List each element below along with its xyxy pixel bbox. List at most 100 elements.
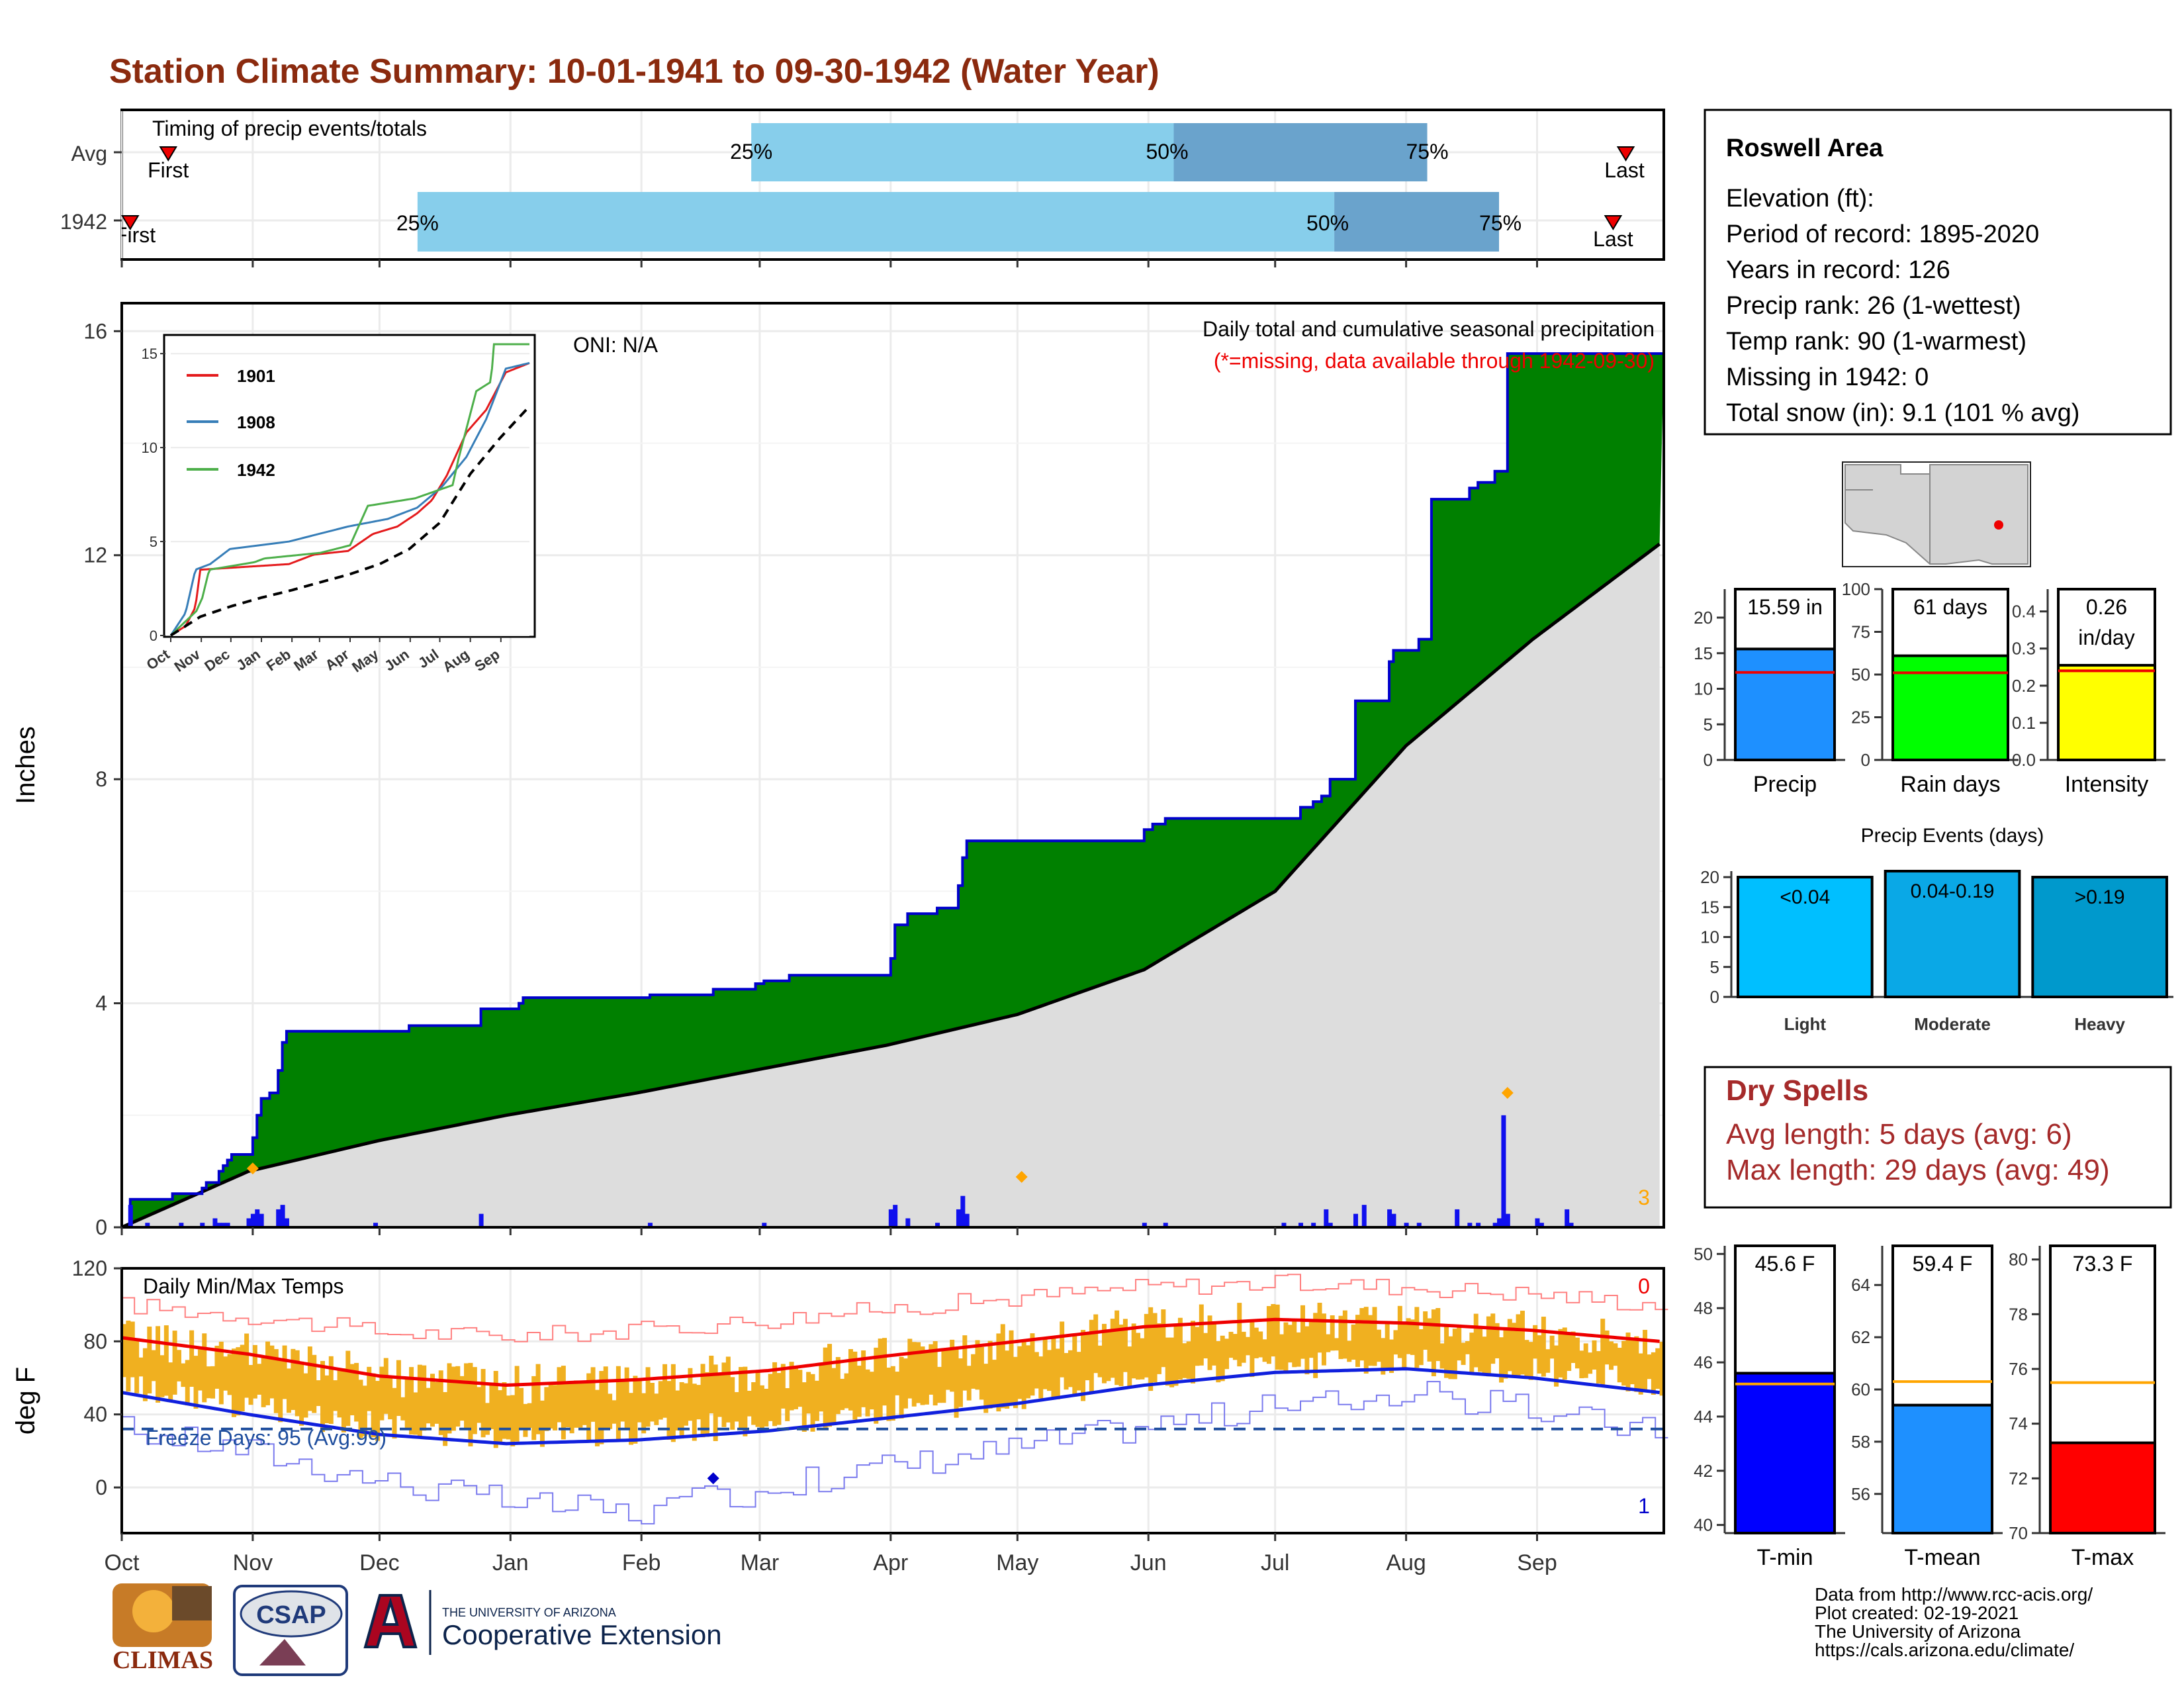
daily-temp-bar [1203,1333,1208,1359]
daily-precip-bar [255,1209,260,1227]
daily-temp-bar [1144,1313,1149,1378]
ua-bottom-text: Cooperative Extension [442,1619,722,1650]
mountain-icon [259,1639,306,1665]
temp-top-count: 0 [1638,1274,1650,1298]
precip-ytick-label: 0 [95,1215,107,1239]
daily-temp-bar [924,1350,929,1405]
daily-temp-bar [747,1391,752,1417]
daily-temp-bar [1191,1321,1196,1383]
locator-map [1842,461,2031,567]
daily-temp-bar [1106,1330,1111,1382]
daily-temp-bar [202,1333,207,1403]
normal-cumulative-area [122,543,1660,1227]
daily-temp-bar [349,1364,355,1415]
daily-temp-bar [455,1366,461,1427]
summary-ytick-label: 76 [2009,1359,2028,1379]
observed-cumulative-line [122,352,1664,1229]
station-line: Precip rank: 26 (1-wettest) [1726,292,2021,320]
daily-temp-bar [1122,1319,1128,1372]
temp-bottom-count: 1 [1638,1494,1650,1518]
oni-label: ONI: N/A [573,333,659,357]
summary-bar [1891,1403,1993,1534]
daily-temp-bar [1372,1307,1377,1366]
normal-low-line [121,1367,1660,1446]
daily-temp-bar [1659,1341,1664,1396]
summary-ytick-label: 0 [1861,750,1870,770]
timing-bar-lower [417,192,1335,252]
daily-temp-bar [569,1383,574,1434]
credit-line: Plot created: 02-19-2021 [1815,1603,2019,1623]
daily-precip-bar [1467,1223,1473,1227]
temp-panel: 0 40 80 120 Oct Nov Dec Jan Feb Mar Apr May Jun Jul A… [11,1256,1668,1575]
daily-temp-bar [996,1333,1001,1412]
daily-temp-bar [615,1366,621,1440]
daily-temp-bar [1634,1336,1639,1392]
summary-ytick-label: 56 [1851,1484,1870,1504]
daily-temp-bar [1000,1324,1005,1409]
daily-precip-bar [179,1223,184,1227]
daily-temp-bar [345,1350,351,1427]
month-label: Oct [105,1550,140,1575]
temp-ytick-label: 0 [95,1476,107,1499]
month-label: Sep [1517,1550,1557,1575]
climas-logo-sun [132,1590,175,1632]
precip-event-category: Heavy [2074,1014,2125,1034]
daily-precip-bar [893,1205,898,1227]
daily-precip-bar [1387,1209,1392,1227]
daily-temp-bar [493,1370,498,1448]
daily-temp-bar [861,1350,866,1407]
daily-temp-bar [510,1395,516,1447]
daily-temp-bar [252,1344,257,1399]
daily-temp-bar [688,1368,693,1421]
daily-temp-bar [1461,1342,1466,1365]
daily-temp-bar [1604,1330,1610,1365]
timing-year-last: Last [1593,227,1633,251]
precip-event-category: Light [1784,1014,1827,1034]
precip-ytick-label: 8 [95,767,107,791]
summary-ytick-label: 0.0 [2012,750,2036,770]
daily-temp-bar [1101,1323,1107,1383]
timing-bar-lower [751,123,1174,181]
daily-temp-bar [472,1367,477,1434]
daily-temp-bar [937,1366,942,1403]
month-label: Jun [1130,1550,1167,1575]
daily-temp-bar [721,1362,727,1427]
daily-temp-bar [291,1348,296,1411]
daily-temp-bar [641,1393,647,1434]
station-line: Missing in 1942: 0 [1726,363,1929,391]
daily-temp-bar [553,1385,558,1430]
summary-ytick-label: 72 [2009,1468,2028,1488]
daily-temp-bar [1246,1336,1251,1356]
daily-temp-bar [1609,1341,1614,1370]
daily-temp-bar [1258,1331,1263,1358]
credit-line: https://cals.arizona.edu/climate/ [1815,1640,2074,1660]
daily-precip-bar [888,1209,893,1227]
daily-temp-bar [1397,1305,1402,1358]
daily-precip-bar [1404,1223,1409,1227]
summary-ytick-label: 40 [1694,1515,1713,1535]
daily-temp-bar [684,1383,688,1426]
daily-temp-bar [1359,1308,1365,1361]
temp-frame [120,1267,1665,1534]
daily-temp-bar [789,1362,794,1411]
daily-temp-bar [1537,1335,1542,1374]
daily-precip-bar [964,1213,970,1227]
daily-temp-bar [1321,1313,1326,1366]
summary-ytick-label: 100 [1842,579,1870,599]
precip-frame-border [120,302,1665,1229]
daily-temp-bar [142,1348,148,1401]
daily-temp-bar [409,1367,414,1435]
daily-temp-bar [531,1376,537,1440]
record-low-marker [707,1472,719,1485]
daily-temp-bar [1596,1351,1601,1383]
month-label: Dec [359,1550,399,1575]
ua-logo: THE UNIVERSITY OF ARIZONA Cooperative Ex… [363,1590,722,1655]
daily-temp-bar [426,1387,431,1424]
daily-temp-bar [1524,1340,1529,1376]
daily-temp-bar [743,1366,748,1436]
daily-temp-bar [134,1338,140,1393]
daily-temp-bar [1169,1337,1175,1387]
daily-temp-bar [489,1384,494,1429]
ua-top-text: THE UNIVERSITY OF ARIZONA [442,1606,616,1619]
